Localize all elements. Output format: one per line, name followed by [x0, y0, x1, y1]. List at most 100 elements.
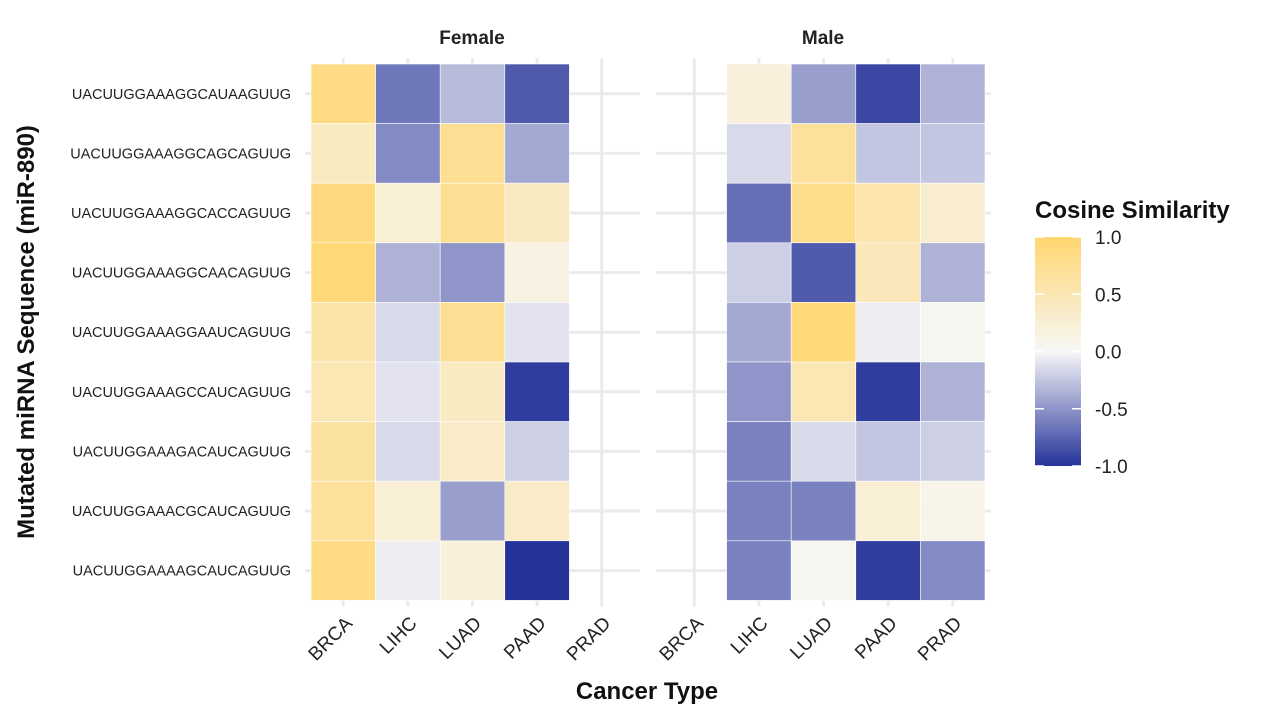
heatmap-cell — [855, 421, 921, 482]
x-tick-label: PRAD — [563, 613, 615, 665]
heatmap-cell — [790, 302, 857, 363]
heatmap-cell — [726, 123, 792, 184]
legend-title: Cosine Similarity — [1035, 197, 1230, 224]
legend-tick-label: 1.0 — [1095, 228, 1121, 249]
y-tick-label: UACUUGGAAAGGAAUCAGUUG — [72, 325, 291, 341]
heatmap-cell — [375, 123, 441, 184]
y-tick-label: UACUUGGAAAGACAUCAGUUG — [73, 444, 291, 460]
heatmap-cell — [504, 480, 570, 542]
x-tick-label: BRCA — [305, 613, 357, 665]
heatmap-cell — [726, 480, 792, 542]
y-axis-title: Mutated miRNA Sequence (miR-890) — [13, 125, 40, 539]
panel-title-male: Male — [802, 28, 844, 49]
heatmap-cell — [375, 302, 441, 363]
heatmap-cell — [375, 361, 441, 422]
heatmap-cell — [504, 182, 570, 244]
color-legend: Cosine Similarity 1.0 0.5 0.0 -0.5 -1.0 — [1035, 197, 1230, 478]
heatmap-cell — [920, 302, 986, 363]
heatmap-cell — [439, 361, 506, 422]
heatmap-cell — [375, 421, 441, 482]
heatmap-cell — [920, 361, 986, 422]
heatmap-cell — [920, 480, 986, 542]
heatmap-cell — [726, 182, 792, 244]
heatmap-cell — [790, 361, 857, 422]
heatmap-cell — [310, 182, 376, 244]
heatmap-cell — [504, 421, 570, 482]
heatmap-cell — [855, 242, 921, 303]
heatmap-cell — [375, 480, 441, 542]
heatmap-cell — [920, 123, 986, 184]
x-axis-title: Cancer Type — [576, 678, 718, 705]
heatmap-cells — [310, 63, 986, 601]
heatmap-cell — [790, 480, 857, 542]
heatmap-cell — [504, 242, 570, 303]
heatmap-cell — [920, 540, 986, 601]
heatmap-cell — [504, 63, 570, 124]
heatmap-cell — [726, 302, 792, 363]
y-tick-label: UACUUGGAAAGGCAGCAGUUG — [70, 146, 291, 162]
heatmap-cell — [855, 540, 921, 601]
heatmap-cell — [855, 480, 921, 542]
y-tick-label: UACUUGGAAACGCAUCAGUUG — [72, 504, 291, 520]
legend-tick-label: -0.5 — [1095, 400, 1128, 421]
heatmap-cell — [790, 242, 857, 303]
heatmap-cell — [310, 302, 376, 363]
heatmap-cell — [855, 63, 921, 124]
x-tick-label: LUAD — [435, 613, 486, 664]
heatmap-cell — [855, 361, 921, 422]
x-tick-label: PAAD — [851, 613, 901, 663]
heatmap-cell — [726, 63, 792, 124]
heatmap-cell — [726, 540, 792, 601]
legend-tick-label: 0.5 — [1095, 285, 1121, 306]
heatmap-cell — [504, 302, 570, 363]
heatmap-cell — [439, 123, 506, 184]
heatmap-cell — [726, 421, 792, 482]
y-tick-label: UACUUGGAAAAGCAUCAGUUG — [73, 564, 291, 580]
legend-tick-label: 0.0 — [1095, 343, 1121, 364]
heatmap-cell — [855, 182, 921, 244]
heatmap-cell — [310, 421, 376, 482]
heatmap-cell — [790, 63, 857, 124]
heatmap-cell — [310, 123, 376, 184]
heatmap-cell — [790, 123, 857, 184]
heatmap-cell — [726, 361, 792, 422]
heatmap-cell — [504, 361, 570, 422]
heatmap-cell — [375, 242, 441, 303]
heatmap-cell — [310, 361, 376, 422]
heatmap-cell — [310, 540, 376, 601]
heatmap-cell — [375, 182, 441, 244]
heatmap-cell — [439, 540, 506, 601]
heatmap-cell — [790, 540, 857, 601]
heatmap-cell — [504, 540, 570, 601]
y-tick-label: UACUUGGAAAGCCAUCAGUUG — [72, 385, 291, 401]
y-tick-label: UACUUGGAAAGGCAUAAGUUG — [72, 87, 291, 103]
heatmap-cell — [855, 123, 921, 184]
legend-tick-label: -1.0 — [1095, 457, 1128, 478]
heatmap-cell — [439, 63, 506, 124]
heatmap-cell — [439, 182, 506, 244]
heatmap-cell — [310, 63, 376, 124]
x-tick-label: LIHC — [727, 613, 772, 658]
x-tick-label: LUAD — [786, 613, 837, 664]
heatmap-cell — [439, 480, 506, 542]
heatmap-cell — [375, 63, 441, 124]
x-tick-label: PAAD — [500, 613, 550, 663]
heatmap-cell — [439, 421, 506, 482]
y-tick-label: UACUUGGAAAGGCAACAGUUG — [72, 266, 291, 282]
heatmap-cell — [310, 242, 376, 303]
heatmap-cell — [439, 302, 506, 363]
heatmap-cell — [726, 242, 792, 303]
heatmap-cell — [790, 182, 857, 244]
panel-title-female: Female — [439, 28, 504, 49]
heatmap-cell — [790, 421, 857, 482]
heatmap-cell — [920, 63, 986, 124]
heatmap-cell — [920, 182, 986, 244]
heatmap-cell — [920, 242, 986, 303]
heatmap-cell — [439, 242, 506, 303]
heatmap-cell — [855, 302, 921, 363]
heatmap-cell — [504, 123, 570, 184]
x-tick-label: LIHC — [376, 613, 421, 658]
heatmap-cell — [375, 540, 441, 601]
x-tick-label: PRAD — [914, 613, 966, 665]
